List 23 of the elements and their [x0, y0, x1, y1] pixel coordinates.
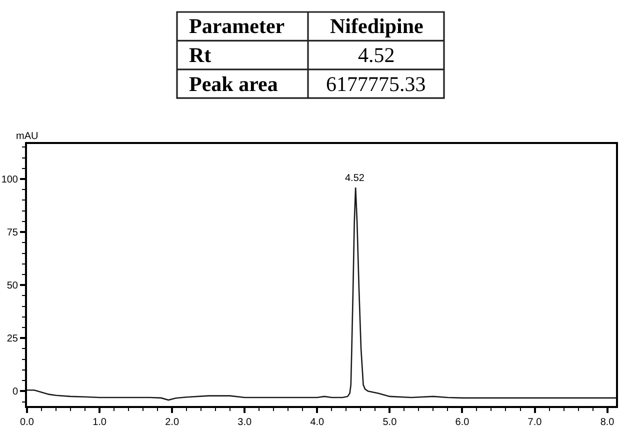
- text: Rt: [189, 43, 212, 67]
- x-tick-label: 6.0: [455, 417, 470, 428]
- annotation: 4.52: [345, 173, 365, 184]
- text: 6177775.33: [326, 72, 426, 96]
- y-tick-label: 25: [6, 334, 18, 345]
- y-axis-title: mAU: [16, 131, 38, 142]
- x-tick-label: 0.0: [20, 417, 34, 428]
- x-tick-label: 3.0: [238, 417, 252, 428]
- x-tick-label: 8.0: [600, 417, 615, 428]
- text: Nifedipine: [330, 14, 424, 38]
- x-tick-label: 5.0: [382, 417, 398, 428]
- y-tick-label: 50: [6, 280, 18, 292]
- text: 4.52: [358, 43, 395, 67]
- y-tick-label: 100: [1, 174, 18, 186]
- text: Parameter: [189, 14, 285, 38]
- text: Peak area: [189, 72, 278, 96]
- line-series: [27, 186, 616, 401]
- x-tick-label: 1.0: [92, 417, 107, 428]
- x-tick-label: 7.0: [528, 417, 542, 428]
- x-tick-label: 2.0: [165, 417, 180, 428]
- y-tick-label: 75: [6, 228, 18, 239]
- y-tick-label: 0: [12, 386, 18, 398]
- x-tick-label: 4.0: [310, 417, 325, 428]
